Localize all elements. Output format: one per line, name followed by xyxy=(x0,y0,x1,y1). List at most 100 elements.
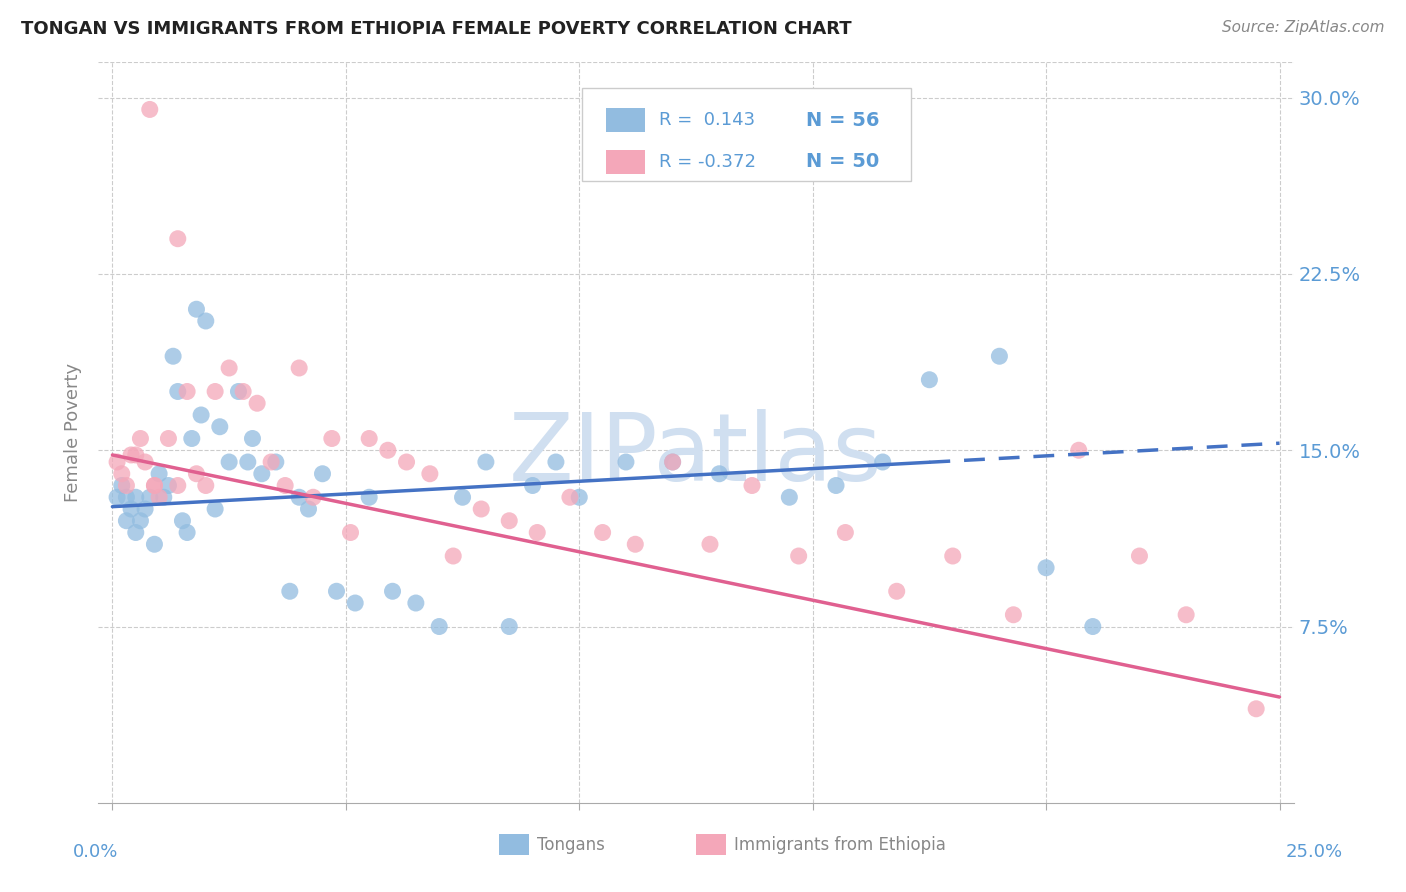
Point xyxy=(111,478,134,492)
Point xyxy=(302,490,325,504)
Point xyxy=(125,525,148,540)
Point xyxy=(1128,549,1150,563)
Point xyxy=(134,455,156,469)
Point xyxy=(359,432,381,446)
Point xyxy=(129,432,152,446)
Point xyxy=(288,490,311,504)
Point xyxy=(129,514,152,528)
Text: Source: ZipAtlas.com: Source: ZipAtlas.com xyxy=(1222,20,1385,35)
Point xyxy=(162,349,184,363)
Point xyxy=(176,384,198,399)
Point xyxy=(522,478,544,492)
Point xyxy=(297,502,319,516)
Point xyxy=(186,302,208,317)
Point xyxy=(381,584,404,599)
Text: Tongans: Tongans xyxy=(537,836,605,854)
Point xyxy=(125,448,148,462)
Text: R = -0.372: R = -0.372 xyxy=(659,153,756,171)
Point xyxy=(624,537,647,551)
Point xyxy=(311,467,333,481)
Point xyxy=(498,514,520,528)
Point xyxy=(274,478,297,492)
Point xyxy=(544,455,567,469)
Point xyxy=(111,467,134,481)
Point xyxy=(190,408,212,422)
Point xyxy=(988,349,1011,363)
Point xyxy=(1002,607,1025,622)
Point xyxy=(228,384,250,399)
Point xyxy=(558,490,581,504)
Point xyxy=(288,361,311,376)
Point xyxy=(1035,561,1057,575)
Point xyxy=(405,596,427,610)
Point xyxy=(395,455,418,469)
Point xyxy=(157,478,180,492)
Point xyxy=(242,432,264,446)
Point xyxy=(143,478,166,492)
Point xyxy=(143,537,166,551)
Point xyxy=(232,384,254,399)
Point xyxy=(139,103,162,117)
Point xyxy=(661,455,683,469)
Point xyxy=(236,455,259,469)
Point xyxy=(359,490,381,504)
Point xyxy=(218,361,240,376)
Point xyxy=(568,490,591,504)
Text: R =  0.143: R = 0.143 xyxy=(659,112,755,129)
Point xyxy=(139,490,162,504)
Point xyxy=(614,455,637,469)
Y-axis label: Female Poverty: Female Poverty xyxy=(65,363,83,502)
Text: 0.0%: 0.0% xyxy=(73,843,118,861)
Point xyxy=(120,502,142,516)
Point xyxy=(152,490,174,504)
Text: Immigrants from Ethiopia: Immigrants from Ethiopia xyxy=(734,836,946,854)
Point xyxy=(475,455,498,469)
Point xyxy=(918,373,941,387)
Point xyxy=(278,584,301,599)
Point xyxy=(872,455,894,469)
Point xyxy=(166,478,188,492)
Point xyxy=(339,525,361,540)
Point xyxy=(709,467,731,481)
Point xyxy=(441,549,464,563)
Point xyxy=(377,443,399,458)
Point xyxy=(204,502,226,516)
Point xyxy=(180,432,202,446)
Point xyxy=(204,384,226,399)
Point xyxy=(115,478,138,492)
FancyBboxPatch shape xyxy=(606,150,644,174)
Text: ZIPatlas: ZIPatlas xyxy=(509,409,883,500)
Point xyxy=(526,525,548,540)
Point xyxy=(148,467,170,481)
FancyBboxPatch shape xyxy=(499,834,529,855)
Point xyxy=(172,514,194,528)
Point xyxy=(321,432,343,446)
Point xyxy=(115,490,138,504)
Text: N = 50: N = 50 xyxy=(806,153,879,171)
FancyBboxPatch shape xyxy=(582,88,911,181)
Point xyxy=(344,596,367,610)
Point xyxy=(825,478,848,492)
Point xyxy=(148,490,170,504)
Point xyxy=(1067,443,1090,458)
Point xyxy=(125,490,148,504)
Point xyxy=(176,525,198,540)
Point xyxy=(194,314,217,328)
Point xyxy=(1244,702,1267,716)
Point xyxy=(208,419,231,434)
Point xyxy=(1081,619,1104,633)
Point xyxy=(699,537,721,551)
Point xyxy=(166,384,188,399)
Text: 25.0%: 25.0% xyxy=(1286,843,1343,861)
Point xyxy=(787,549,810,563)
Point xyxy=(260,455,283,469)
Text: N = 56: N = 56 xyxy=(806,111,879,129)
Point xyxy=(194,478,217,492)
Point xyxy=(186,467,208,481)
Point xyxy=(120,448,142,462)
Point xyxy=(451,490,474,504)
Point xyxy=(498,619,520,633)
Point xyxy=(105,455,128,469)
Point xyxy=(325,584,347,599)
Point xyxy=(661,455,683,469)
